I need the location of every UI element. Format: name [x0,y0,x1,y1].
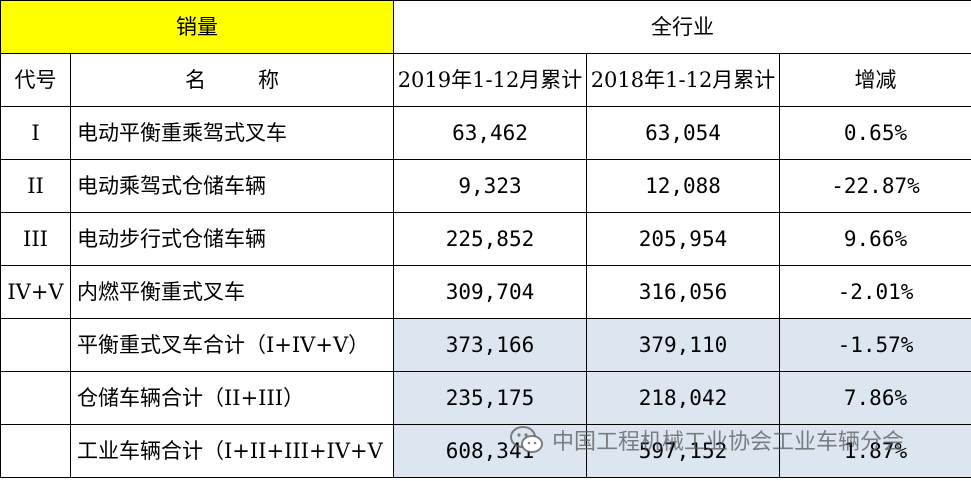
row-2019: 608,341 [393,424,587,478]
header-change: 增减 [778,53,971,107]
table-row: I 电动平衡重乘驾式叉车 63,462 63,054 0.65% [0,106,971,160]
row-name: 电动步行式仓储车辆 [70,212,394,266]
row-2019: 9,323 [393,159,587,213]
row-code: II [0,159,71,213]
row-2018: 63,054 [586,106,780,160]
row-2019: 309,704 [393,265,587,319]
row-name: 内燃平衡重式叉车 [70,265,394,319]
row-2018: 205,954 [586,212,780,266]
row-code: IV+V [0,265,71,319]
row-name: 工业车辆合计（I+II+III+IV+V [70,424,394,478]
row-2019: 63,462 [393,106,587,160]
row-code: III [0,212,71,266]
header-name-b: 称 [258,67,279,92]
table-row: II 电动乘驾式仓储车辆 9,323 12,088 -22.87% [0,159,971,213]
row-change: 1.87% [778,424,971,478]
title-sales-cell: 销量 [0,0,394,54]
header-code: 代号 [0,53,71,107]
row-name: 仓储车辆合计（II+III） [70,371,394,425]
row-2018: 218,042 [586,371,780,425]
row-code [0,318,71,372]
header-name-a: 名 [185,67,206,92]
row-2019: 235,175 [393,371,587,425]
table-row: 工业车辆合计（I+II+III+IV+V 608,341 597,152 1.87% [0,424,971,478]
header-name: 名称 [70,53,394,107]
row-change: 9.66% [778,212,971,266]
title-industry-cell: 全行业 [392,0,971,54]
row-change: -22.87% [778,159,971,213]
row-name: 电动平衡重乘驾式叉车 [70,106,394,160]
table-row: 仓储车辆合计（II+III） 235,175 218,042 7.86% [0,371,971,425]
table-row: III 电动步行式仓储车辆 225,852 205,954 9.66% [0,212,971,266]
header-2018: 2018年1-12月累计 [586,53,780,107]
row-code [0,424,71,478]
row-name: 平衡重式叉车合计（I+IV+V） [70,318,394,372]
row-code [0,371,71,425]
table-row: IV+V 内燃平衡重式叉车 309,704 316,056 -2.01% [0,265,971,319]
row-change: 7.86% [778,371,971,425]
row-change: -2.01% [778,265,971,319]
title-row: 销量 全行业 [0,0,971,54]
row-change: 0.65% [778,106,971,160]
row-2019: 373,166 [393,318,587,372]
table-row: 平衡重式叉车合计（I+IV+V） 373,166 379,110 -1.57% [0,318,971,372]
header-row: 代号 名称 2019年1-12月累计 2018年1-12月累计 增减 [0,53,971,107]
row-code: I [0,106,71,160]
row-change: -1.57% [778,318,971,372]
row-name: 电动乘驾式仓储车辆 [70,159,394,213]
row-2018: 379,110 [586,318,780,372]
row-2018: 597,152 [586,424,780,478]
header-2019: 2019年1-12月累计 [393,53,587,107]
row-2019: 225,852 [393,212,587,266]
row-2018: 316,056 [586,265,780,319]
row-2018: 12,088 [586,159,780,213]
